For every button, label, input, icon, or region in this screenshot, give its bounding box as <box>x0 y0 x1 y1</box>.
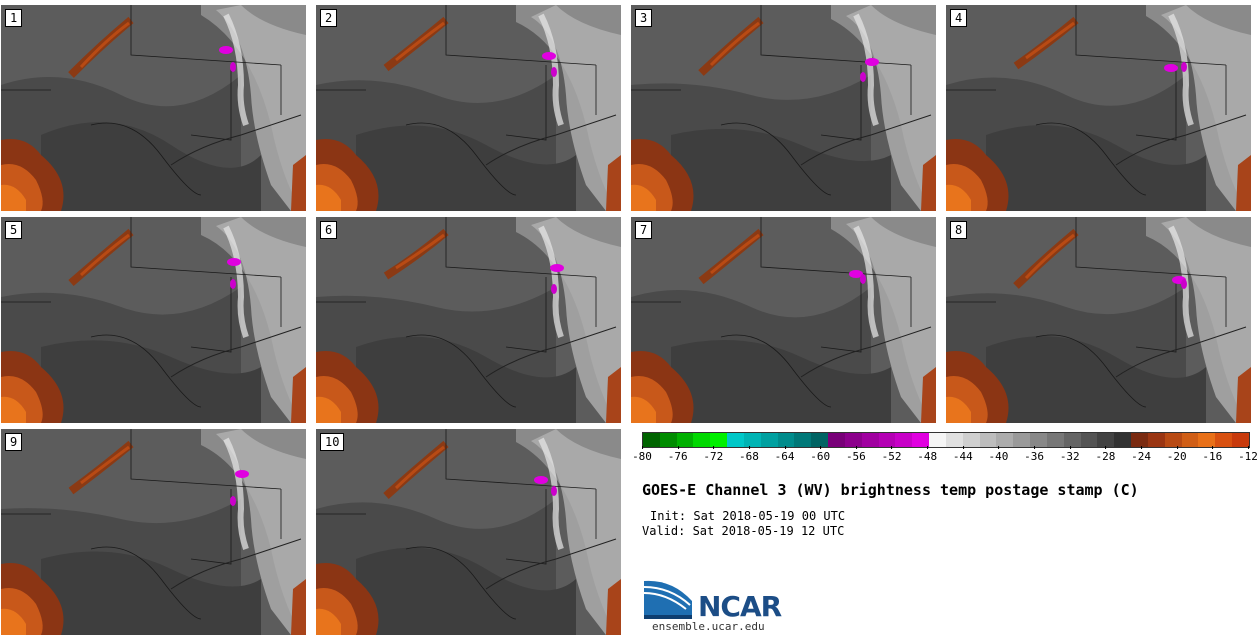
colorbar-swatch <box>727 433 744 447</box>
colorbar-swatch <box>743 433 761 447</box>
colorbar-swatch <box>1164 433 1182 447</box>
colorbar-swatch <box>760 433 778 447</box>
colorbar-tick-label: -68 <box>739 446 759 463</box>
ensemble-member-panel: 9 <box>1 429 306 635</box>
water-vapor-map <box>316 217 621 423</box>
colorbar-tick-label: -40 <box>989 446 1008 463</box>
panel-number-label: 1 <box>5 9 23 27</box>
colorbar-swatch <box>945 433 963 447</box>
colorbar-swatch <box>1114 433 1132 447</box>
colorbar-swatch <box>929 433 946 447</box>
colorbar-swatch <box>844 433 862 447</box>
colorbar-tick-label: -60 <box>810 446 830 463</box>
colorbar <box>642 432 1250 448</box>
colorbar-swatch <box>794 433 812 447</box>
colorbar-swatch <box>895 433 913 447</box>
water-vapor-map <box>946 5 1251 211</box>
colorbar-swatch <box>1013 433 1031 447</box>
colorbar-swatch <box>996 433 1014 447</box>
ensemble-member-panel: 5 <box>1 217 306 423</box>
water-vapor-map <box>1 429 306 635</box>
ensemble-member-panel: 8 <box>946 217 1251 423</box>
colorbar-swatch <box>693 433 711 447</box>
colorbar-swatch <box>1198 433 1216 447</box>
panel-number-label: 8 <box>950 221 968 239</box>
panel-number-label: 4 <box>950 9 968 27</box>
ncar-logo-icon <box>643 580 692 619</box>
colorbar-tick-label: -52 <box>882 446 901 463</box>
colorbar-tick-label: -24 <box>1131 446 1151 463</box>
colorbar-tick-label: -20 <box>1167 446 1187 463</box>
colorbar-swatch <box>1231 433 1249 447</box>
colorbar-swatch <box>676 433 694 447</box>
colorbar-tick-label: -28 <box>1095 446 1115 463</box>
site-url: ensemble.ucar.edu <box>652 620 765 633</box>
figure-title: GOES-E Channel 3 (WV) brightness temp po… <box>642 481 1139 499</box>
colorbar-tick-label: -12 <box>1238 446 1258 463</box>
colorbar-swatch <box>710 433 728 447</box>
water-vapor-map <box>316 5 621 211</box>
panel-number-label: 9 <box>5 433 23 451</box>
colorbar-tick-label: -32 <box>1060 446 1080 463</box>
colorbar-swatch <box>1046 433 1064 447</box>
colorbar-tick-label: -76 <box>668 446 688 463</box>
colorbar-swatch <box>912 433 930 447</box>
water-vapor-map <box>316 429 621 635</box>
panel-number-label: 10 <box>320 433 345 451</box>
colorbar-swatch <box>659 433 677 447</box>
colorbar-swatch <box>1181 433 1199 447</box>
ensemble-member-panel: 7 <box>631 217 936 423</box>
colorbar-swatch <box>1131 433 1148 447</box>
colorbar-swatch <box>1063 433 1081 447</box>
ensemble-member-panel: 2 <box>316 5 621 211</box>
water-vapor-map <box>631 217 936 423</box>
colorbar-tick-label: -36 <box>1024 446 1044 463</box>
ensemble-member-panel: 6 <box>316 217 621 423</box>
colorbar-swatch <box>878 433 896 447</box>
ncar-logo-text: NCAR <box>698 590 782 623</box>
colorbar-swatch <box>979 433 997 447</box>
panel-number-label: 2 <box>320 9 338 27</box>
colorbar-swatch <box>643 433 660 447</box>
colorbar-swatch <box>861 433 879 447</box>
panel-number-label: 6 <box>320 221 338 239</box>
water-vapor-map <box>946 217 1251 423</box>
colorbar-swatch <box>777 433 795 447</box>
colorbar-swatch <box>828 433 845 447</box>
ensemble-member-panel: 4 <box>946 5 1251 211</box>
colorbar-swatch <box>1147 433 1165 447</box>
colorbar-swatch <box>1097 433 1115 447</box>
colorbar-tick-label: -72 <box>703 446 723 463</box>
colorbar-swatch <box>811 433 829 447</box>
ensemble-member-panel: 1 <box>1 5 306 211</box>
ensemble-member-panel: 3 <box>631 5 936 211</box>
water-vapor-map <box>1 5 306 211</box>
init-time: Init: Sat 2018-05-19 00 UTC <box>650 509 846 523</box>
panel-number-label: 3 <box>635 9 653 27</box>
water-vapor-map <box>631 5 936 211</box>
ensemble-member-panel: 10 <box>316 429 621 635</box>
colorbar-tick-label: -56 <box>846 446 866 463</box>
colorbar-swatch <box>1080 433 1098 447</box>
colorbar-swatch <box>962 433 980 447</box>
colorbar-tick-label: -44 <box>953 446 973 463</box>
colorbar-ticks: -80 -76 -72 -68 -64 -60 -56 -52 -48 -44 -40 -36 -32-… <box>632 446 1258 468</box>
colorbar-swatch <box>1215 433 1232 447</box>
colorbar-tick-label: -16 <box>1202 446 1222 463</box>
panel-number-label: 5 <box>5 221 23 239</box>
colorbar-tick-label: -80 <box>632 446 652 463</box>
water-vapor-map <box>1 217 306 423</box>
colorbar-swatch <box>1030 433 1047 447</box>
colorbar-tick-label: -64 <box>775 446 795 463</box>
panel-number-label: 7 <box>635 221 653 239</box>
valid-time: Valid: Sat 2018-05-19 12 UTC <box>642 524 845 538</box>
colorbar-tick-label: -48 <box>917 446 937 463</box>
